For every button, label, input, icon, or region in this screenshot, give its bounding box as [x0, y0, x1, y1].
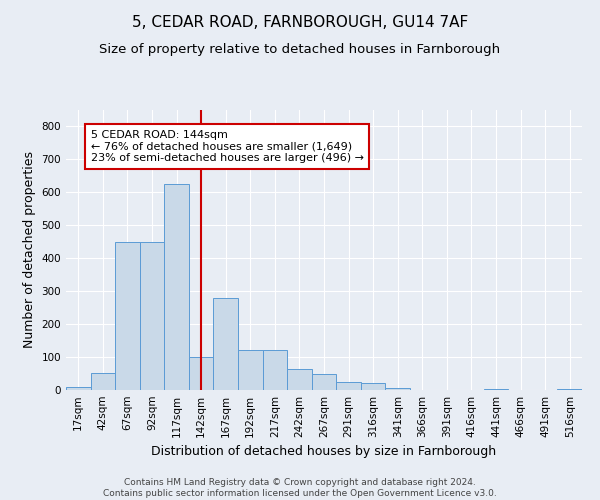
Text: 5, CEDAR ROAD, FARNBOROUGH, GU14 7AF: 5, CEDAR ROAD, FARNBOROUGH, GU14 7AF [132, 15, 468, 30]
Y-axis label: Number of detached properties: Number of detached properties [23, 152, 36, 348]
Text: Contains HM Land Registry data © Crown copyright and database right 2024.
Contai: Contains HM Land Registry data © Crown c… [103, 478, 497, 498]
Bar [336, 382, 361, 390]
Bar [140, 242, 164, 390]
Bar [238, 350, 263, 390]
Bar [66, 386, 91, 390]
Text: Size of property relative to detached houses in Farnborough: Size of property relative to detached ho… [100, 42, 500, 56]
Bar [312, 374, 336, 390]
Bar [385, 388, 410, 390]
Bar [263, 350, 287, 390]
Bar [287, 368, 312, 390]
Bar [361, 384, 385, 390]
Bar [115, 242, 140, 390]
Bar [214, 298, 238, 390]
Bar [164, 184, 189, 390]
Bar [91, 373, 115, 390]
Text: 5 CEDAR ROAD: 144sqm
← 76% of detached houses are smaller (1,649)
23% of semi-de: 5 CEDAR ROAD: 144sqm ← 76% of detached h… [91, 130, 364, 163]
Bar [189, 357, 214, 390]
X-axis label: Distribution of detached houses by size in Farnborough: Distribution of detached houses by size … [151, 446, 497, 458]
